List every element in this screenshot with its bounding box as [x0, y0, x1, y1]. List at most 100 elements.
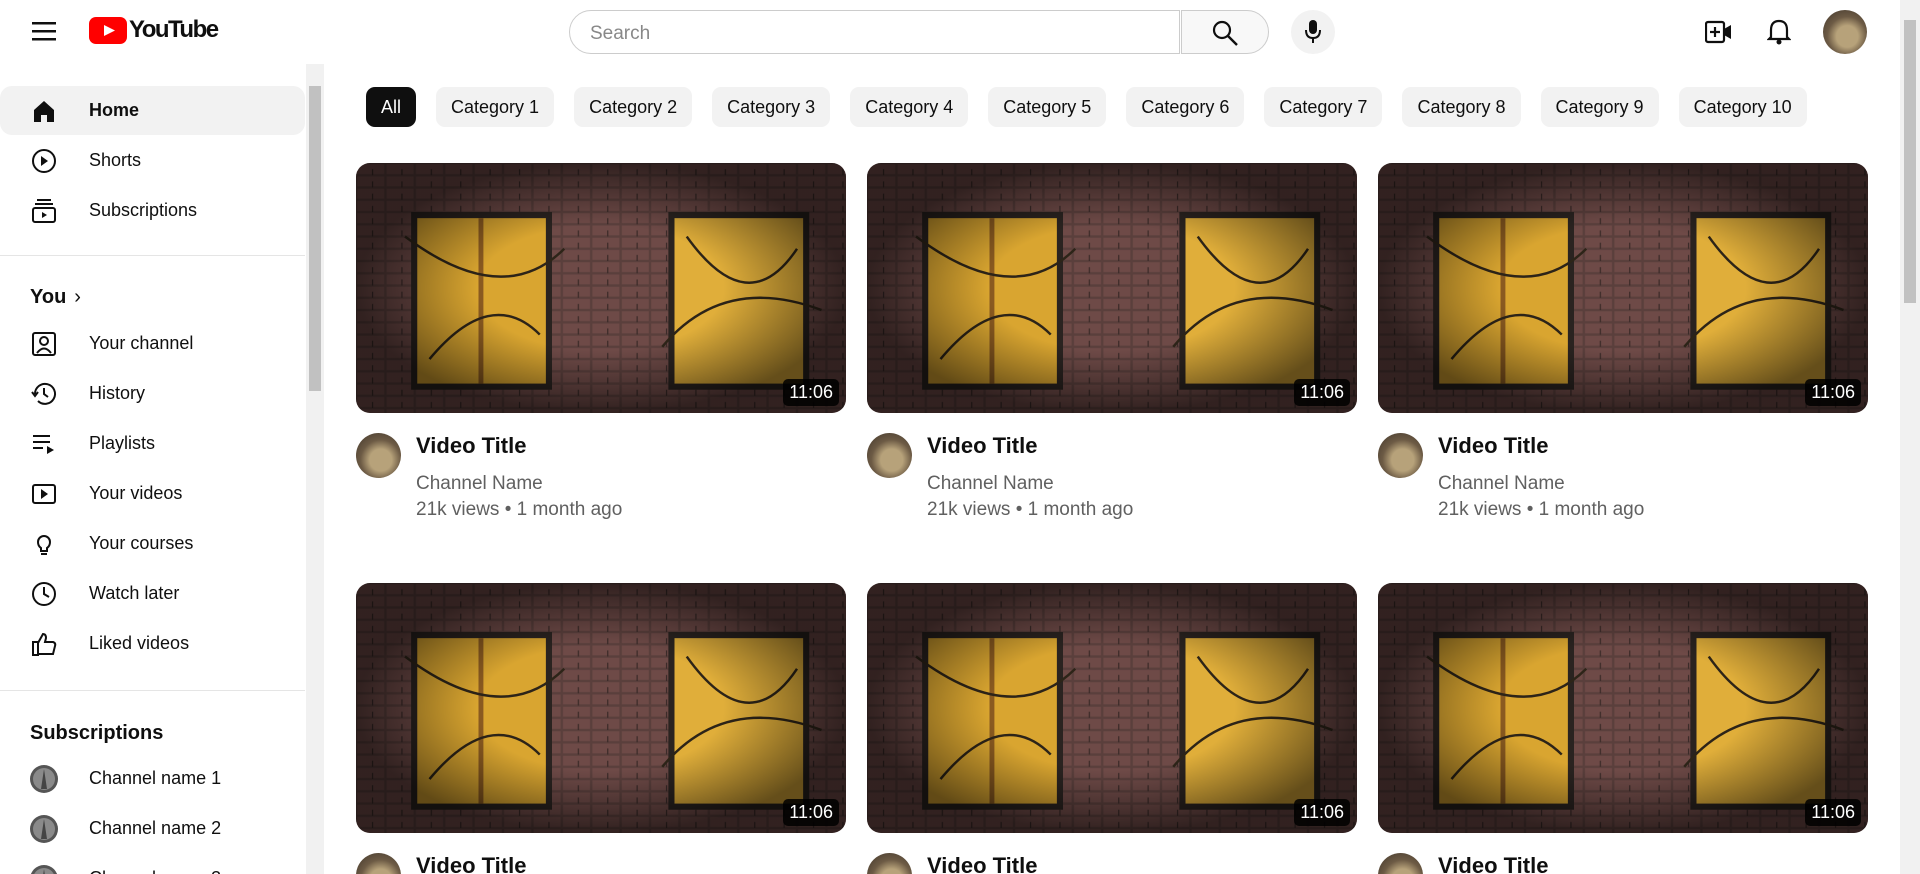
channel-avatar[interactable]: [1378, 433, 1423, 478]
chip-bar: All Category 1 Category 2 Category 3 Categor…: [366, 87, 1807, 127]
divider: [0, 255, 305, 256]
account-avatar[interactable]: [1823, 10, 1867, 54]
sidebar-label: Channel name 1: [89, 768, 222, 788]
thumbnail[interactable]: 11:06: [1378, 583, 1868, 833]
sidebar-item[interactable]: Playlists: [0, 419, 305, 468]
video-title[interactable]: Video Title: [927, 433, 1038, 458]
channel-name[interactable]: Channel Name: [416, 473, 543, 494]
duration-badge: 11:06: [783, 379, 839, 406]
icon: [31, 382, 56, 405]
channel-name[interactable]: Channel Name: [1438, 473, 1565, 494]
category-chip[interactable]: Category 3: [712, 87, 831, 127]
sidebar-item[interactable]: Your videos: [0, 469, 305, 518]
page-scroll-thumb[interactable]: [1904, 20, 1916, 303]
icon: [32, 581, 56, 606]
video-title[interactable]: Video Title: [1438, 853, 1549, 874]
sidebar-label: Your courses: [89, 533, 194, 553]
video-title[interactable]: Video Title: [927, 853, 1038, 874]
sidebar-label: Channel name 3: [89, 868, 221, 874]
video-meta: 21k views • 1 month ago: [416, 499, 623, 520]
thumbnail-image: [867, 163, 1357, 413]
sidebar-item[interactable]: Your channel: [0, 319, 305, 368]
thumbnail[interactable]: 11:06: [867, 583, 1357, 833]
sidebar-label: Liked videos: [89, 633, 190, 653]
thumbnail[interactable]: 11:06: [1378, 163, 1868, 413]
sidebar-item[interactable]: Channel name 3: [0, 854, 305, 874]
video-title[interactable]: Video Title: [416, 433, 527, 458]
category-chip[interactable]: Category 7: [1264, 87, 1383, 127]
channel-avatar[interactable]: [356, 853, 401, 874]
sidebar-item[interactable]: Your courses: [0, 519, 305, 568]
video-card[interactable]: 11:06 Video Title Channel Name 21k views • …: [867, 163, 1357, 563]
logo[interactable]: YouTube: [89, 16, 219, 44]
sidebar-item[interactable]: Watch later: [0, 569, 305, 618]
scroll-thumb[interactable]: [309, 86, 321, 391]
search-icon: [1212, 20, 1238, 46]
category-chip[interactable]: Category 1: [436, 87, 555, 127]
category-chip[interactable]: Category 6: [1126, 87, 1245, 127]
sidebar-item[interactable]: Channel name 1: [0, 754, 305, 803]
thumbnail[interactable]: 11:06: [867, 163, 1357, 413]
sidebar-item[interactable]: Home: [0, 86, 305, 135]
sidebar-label: Playlists: [89, 433, 156, 453]
you-header[interactable]: You ›: [30, 286, 81, 308]
thumbnail[interactable]: 11:06: [356, 163, 846, 413]
channel-avatar[interactable]: [867, 853, 912, 874]
video-card[interactable]: 11:06 Video Title Channel Name 21k views • …: [356, 163, 846, 563]
category-chip[interactable]: Category 8: [1402, 87, 1521, 127]
category-chip[interactable]: Category 4: [850, 87, 969, 127]
channel-name[interactable]: Channel Name: [927, 473, 1054, 494]
icon: [32, 198, 56, 223]
icon: [33, 434, 54, 454]
mic-icon: [1305, 20, 1321, 43]
voice-search-button[interactable]: [1291, 10, 1335, 54]
category-chip[interactable]: Category 9: [1540, 87, 1659, 127]
duration-badge: 11:06: [1805, 379, 1861, 406]
video-meta: 21k views • 1 month ago: [927, 499, 1134, 520]
category-chip[interactable]: Category 5: [988, 87, 1107, 127]
sidebar-label: Home: [89, 100, 140, 120]
search-button[interactable]: [1181, 10, 1269, 54]
thumbnail-image: [356, 583, 846, 833]
sidebar-item[interactable]: Subscriptions: [0, 186, 305, 235]
icon: [32, 632, 57, 656]
create-button[interactable]: [1705, 20, 1733, 44]
thumbnail[interactable]: 11:06: [356, 583, 846, 833]
channel-avatar[interactable]: [1378, 853, 1423, 874]
sidebar-item[interactable]: Liked videos: [0, 619, 305, 668]
duration-badge: 11:06: [1294, 799, 1350, 826]
search-box[interactable]: Search: [569, 10, 1180, 54]
sidebar-label: History: [89, 383, 146, 403]
page-scrollbar[interactable]: [1900, 0, 1920, 874]
icon: [30, 814, 58, 843]
icon: [30, 764, 58, 793]
notifications-button[interactable]: [1767, 18, 1791, 46]
video-title[interactable]: Video Title: [416, 853, 527, 874]
video-title[interactable]: Video Title: [1438, 433, 1549, 458]
menu-button[interactable]: [32, 20, 58, 44]
duration-badge: 11:06: [783, 799, 839, 826]
icon: [36, 534, 52, 555]
search-placeholder: Search: [590, 23, 651, 44]
category-chip[interactable]: All: [366, 87, 417, 127]
channel-avatar[interactable]: [867, 433, 912, 478]
sidebar-item[interactable]: History: [0, 369, 305, 418]
category-chip[interactable]: Category 10: [1678, 87, 1807, 127]
sidebar-item[interactable]: Channel name 2: [0, 804, 305, 853]
sidebar-item[interactable]: Shorts: [0, 136, 305, 185]
sidebar-scrollbar[interactable]: [306, 64, 324, 874]
channel-avatar[interactable]: [356, 433, 401, 478]
category-chip[interactable]: Category 2: [574, 87, 693, 127]
duration-badge: 11:06: [1805, 799, 1861, 826]
icon: [32, 331, 56, 356]
logo-text: YouTube: [129, 16, 219, 43]
thumbnail-image: [867, 583, 1357, 833]
header: YouTube Search: [0, 0, 1920, 64]
thumbnail-image: [356, 163, 846, 413]
